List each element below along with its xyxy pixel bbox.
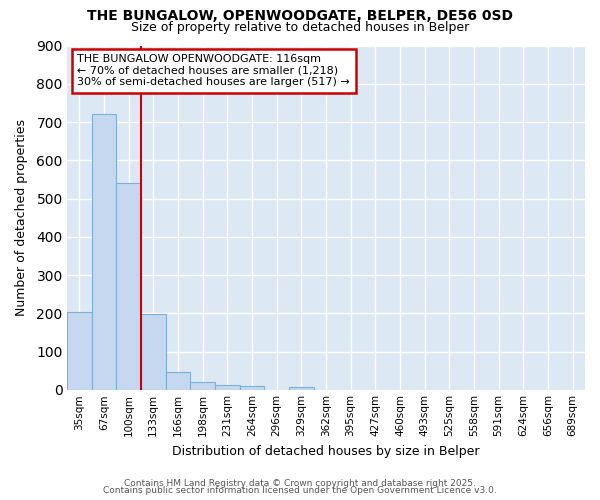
Text: Contains HM Land Registry data © Crown copyright and database right 2025.: Contains HM Land Registry data © Crown c…: [124, 478, 476, 488]
Bar: [289, 387, 314, 390]
Bar: [92, 114, 116, 390]
Text: THE BUNGALOW, OPENWOODGATE, BELPER, DE56 0SD: THE BUNGALOW, OPENWOODGATE, BELPER, DE56…: [87, 9, 513, 23]
Text: Size of property relative to detached houses in Belper: Size of property relative to detached ho…: [131, 22, 469, 35]
Text: THE BUNGALOW OPENWOODGATE: 116sqm
← 70% of detached houses are smaller (1,218)
3: THE BUNGALOW OPENWOODGATE: 116sqm ← 70% …: [77, 54, 350, 88]
Bar: [67, 312, 92, 390]
Y-axis label: Number of detached properties: Number of detached properties: [15, 119, 28, 316]
Bar: [239, 386, 264, 390]
X-axis label: Distribution of detached houses by size in Belper: Distribution of detached houses by size …: [172, 444, 479, 458]
Bar: [190, 382, 215, 390]
Text: Contains public sector information licensed under the Open Government Licence v3: Contains public sector information licen…: [103, 486, 497, 495]
Bar: [215, 385, 239, 390]
Bar: [141, 314, 166, 390]
Bar: [116, 184, 141, 390]
Bar: [166, 372, 190, 390]
